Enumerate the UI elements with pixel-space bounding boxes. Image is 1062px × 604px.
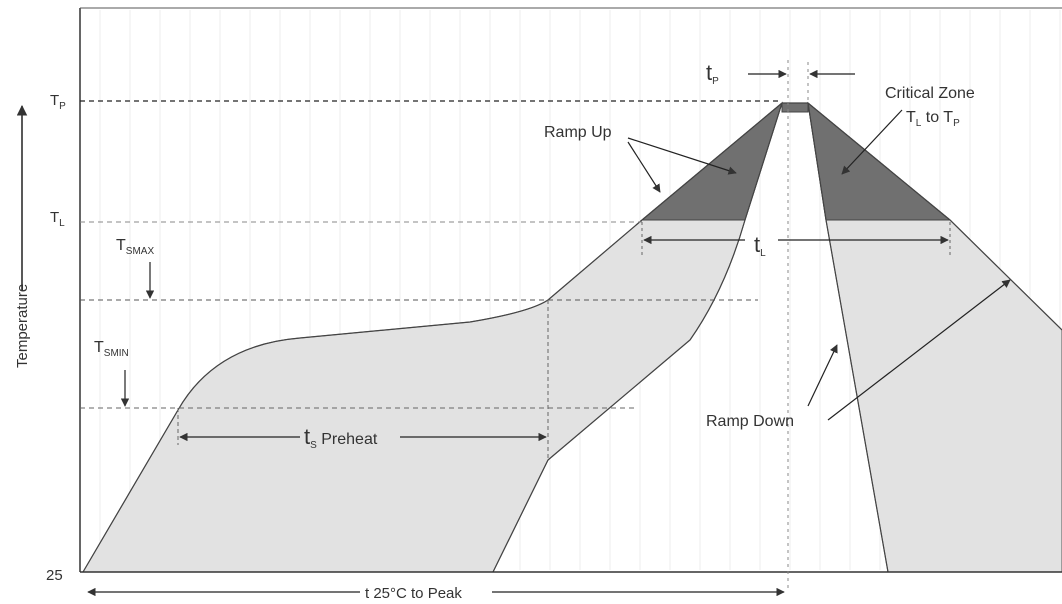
tl-tick-label: TL <box>50 209 65 229</box>
critical-zone-label-line2: TL to TP <box>906 109 960 129</box>
ramp-down-arrow-2 <box>827 279 1011 421</box>
critical-zone-arrow <box>841 109 903 175</box>
ramp-down-arrow-1 <box>807 344 838 407</box>
ramp-up-arrow-2 <box>627 137 737 175</box>
tp-tick-label: TP <box>50 92 66 112</box>
tp-duration-label: tP <box>706 60 719 87</box>
ts-preheat-label: tS Preheat <box>304 424 378 451</box>
x-axis-label: t 25°C to Peak <box>365 585 462 602</box>
critical-zone-label-line1: Critical Zone <box>885 85 975 102</box>
tl-duration-label: tL <box>754 232 766 259</box>
ramp-up-arrow-1 <box>627 141 661 193</box>
tsmin-label: TSMIN <box>94 339 129 359</box>
ramp-down-label: Ramp Down <box>706 413 794 430</box>
inner-ramp-down-edge <box>807 102 889 573</box>
temperature-axis-label: Temperature <box>14 284 31 368</box>
tsmax-label: TSMAX <box>116 237 154 257</box>
profile-band-fill <box>82 102 1062 573</box>
inner-ramp-up-edge <box>492 102 783 573</box>
base-25-tick-label: 25 <box>46 567 63 584</box>
ramp-up-label: Ramp Up <box>544 124 612 141</box>
peak-plateau <box>781 102 809 113</box>
